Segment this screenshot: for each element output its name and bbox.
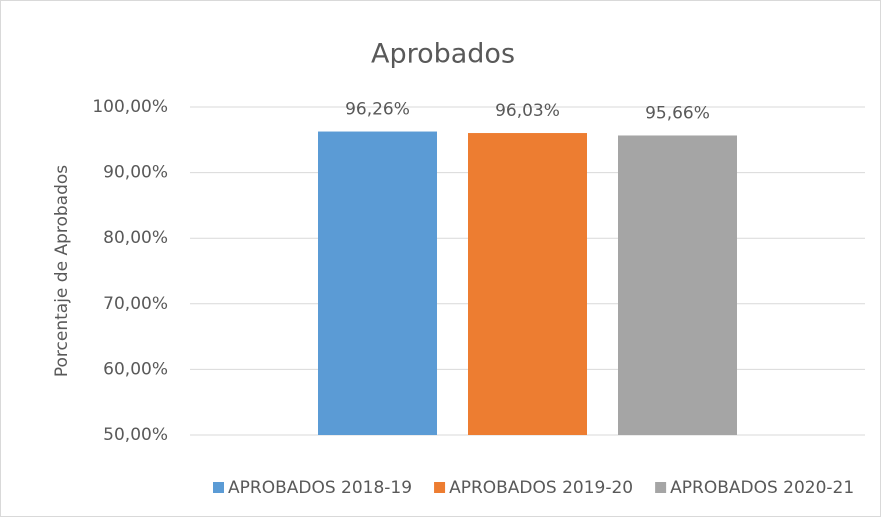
y-tick-label: 80,00% (103, 228, 168, 248)
y-tick-label: 70,00% (103, 294, 168, 314)
y-tick-label: 100,00% (92, 97, 168, 117)
y-tick-label: 60,00% (103, 359, 168, 379)
data-label: 96,03% (495, 101, 560, 121)
legend-label: APROBADOS 2018-19 (228, 478, 412, 498)
bar (618, 135, 737, 435)
data-label: 96,26% (345, 100, 410, 120)
legend-swatch (434, 482, 446, 493)
data-label: 95,66% (645, 103, 710, 123)
y-axis-label: Porcentaje de Aprobados (52, 165, 72, 377)
legend-label: APROBADOS 2020-21 (670, 478, 854, 498)
bar (468, 133, 587, 435)
y-tick-label: 50,00% (103, 425, 168, 445)
chart-title: Aprobados (371, 39, 515, 70)
legend-label: APROBADOS 2019-20 (449, 478, 633, 498)
legend-swatch (655, 482, 667, 493)
bar (318, 131, 437, 435)
y-tick-label: 90,00% (103, 163, 168, 183)
legend-swatch (213, 482, 224, 493)
